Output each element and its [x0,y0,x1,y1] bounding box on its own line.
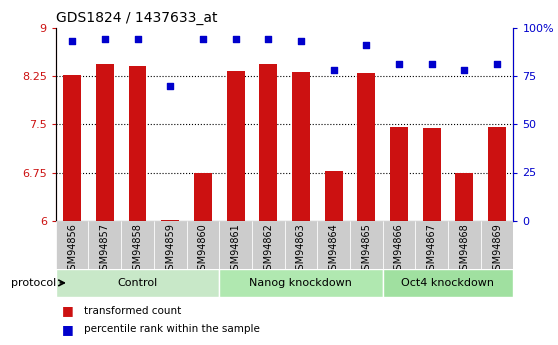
Text: Oct4 knockdown: Oct4 knockdown [402,278,494,288]
Point [100,37,109,42]
Text: GDS1824 / 1437633_at: GDS1824 / 1437633_at [56,11,217,25]
Text: GSM94857: GSM94857 [100,223,110,276]
Point [460,67,469,73]
Bar [259,64,277,221]
Text: percentile rank within the sample: percentile rank within the sample [84,325,259,334]
Point [296,38,305,44]
Bar [96,64,114,221]
Point [231,37,240,42]
Bar [488,127,506,221]
Text: Nanog knockdown: Nanog knockdown [249,278,352,288]
Point [493,61,502,67]
Text: GSM94866: GSM94866 [394,223,404,276]
Text: GSM94869: GSM94869 [492,223,502,276]
Bar [227,71,244,221]
Bar [292,72,310,221]
Bar [422,128,441,221]
FancyBboxPatch shape [219,221,252,269]
FancyBboxPatch shape [219,269,383,297]
Bar [455,172,473,221]
FancyBboxPatch shape [350,221,383,269]
Text: GSM94860: GSM94860 [198,223,208,276]
Point [166,83,175,88]
Bar [161,220,179,221]
Text: ■: ■ [61,304,73,317]
Bar [390,127,408,221]
Text: protocol: protocol [11,278,56,288]
FancyBboxPatch shape [154,221,186,269]
FancyBboxPatch shape [252,221,285,269]
Point [199,37,208,42]
Text: GSM94856: GSM94856 [67,223,77,276]
Point [264,37,273,42]
Point [427,61,436,67]
Text: ■: ■ [61,323,73,336]
Text: transformed count: transformed count [84,306,181,315]
Point [395,61,403,67]
Text: GSM94864: GSM94864 [329,223,339,276]
FancyBboxPatch shape [89,221,121,269]
Text: GSM94861: GSM94861 [230,223,240,276]
FancyBboxPatch shape [448,221,480,269]
Text: GSM94859: GSM94859 [165,223,175,276]
FancyBboxPatch shape [383,269,513,297]
Bar [325,170,343,221]
Point [362,42,371,48]
Text: GSM94863: GSM94863 [296,223,306,276]
Bar [194,173,212,221]
Bar [128,66,147,221]
FancyBboxPatch shape [121,221,154,269]
FancyBboxPatch shape [56,269,219,297]
FancyBboxPatch shape [318,221,350,269]
Point [68,38,76,44]
Text: Control: Control [117,278,157,288]
FancyBboxPatch shape [415,221,448,269]
Point [329,67,338,73]
Text: GSM94862: GSM94862 [263,223,273,276]
FancyBboxPatch shape [285,221,318,269]
FancyBboxPatch shape [56,221,89,269]
Text: GSM94867: GSM94867 [427,223,437,276]
Bar [357,73,376,221]
Text: GSM94858: GSM94858 [132,223,142,276]
Text: GSM94865: GSM94865 [361,223,371,276]
Bar [63,75,81,221]
Text: GSM94868: GSM94868 [459,223,469,276]
FancyBboxPatch shape [186,221,219,269]
FancyBboxPatch shape [383,221,415,269]
FancyBboxPatch shape [480,221,513,269]
Point [133,37,142,42]
